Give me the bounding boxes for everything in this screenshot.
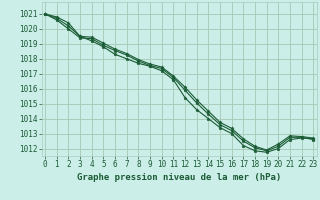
X-axis label: Graphe pression niveau de la mer (hPa): Graphe pression niveau de la mer (hPa) [77,173,281,182]
